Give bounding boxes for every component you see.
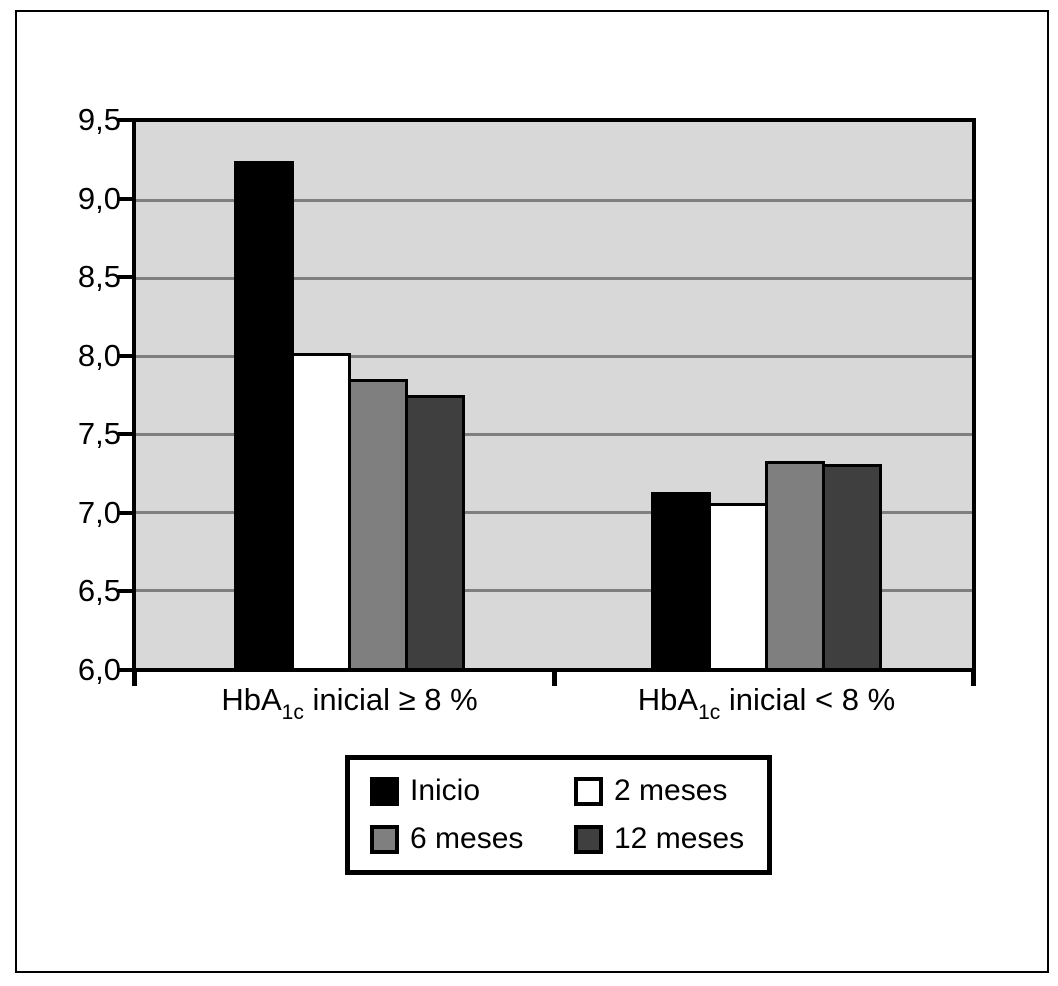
bar-inicio-group2	[651, 491, 711, 668]
y-tick-label: 6,5	[77, 573, 121, 609]
legend-item-inicio: Inicio	[370, 774, 574, 808]
y-tick-label: 8,5	[77, 259, 121, 295]
x-tick-mark-0	[132, 672, 137, 686]
gridline-8,5	[136, 276, 972, 280]
bar-6-meses-group1	[348, 379, 408, 668]
x-label-subscript: 1c	[698, 701, 721, 724]
y-tick-mark	[118, 589, 136, 594]
legend-item-2-meses: 2 meses	[574, 774, 767, 808]
y-tick-label: 7,0	[77, 494, 121, 530]
legend-label: 2 meses	[614, 774, 728, 807]
legend: Inicio 2 meses 6 meses 12 meses	[345, 755, 772, 875]
x-label-subscript: 1c	[281, 701, 304, 724]
legend-swatch-icon	[574, 776, 603, 806]
gridline-8,0	[136, 354, 972, 358]
bar-group-1	[234, 161, 465, 668]
y-tick-mark	[118, 353, 136, 358]
y-tick-label: 9,0	[77, 180, 121, 216]
y-tick-mark	[118, 118, 136, 122]
bar-2-meses-group2	[708, 502, 768, 668]
x-label-base: HbA	[637, 682, 699, 717]
gridline-6,5	[136, 588, 972, 592]
x-category-label-2: HbA1c inicial < 8 %	[537, 682, 997, 725]
y-tick-mark	[118, 196, 136, 201]
x-label-rest: inicial ≥ 8 %	[303, 682, 478, 717]
plot-area	[132, 118, 976, 672]
gridline-7,0	[136, 510, 972, 514]
x-label-base: HbA	[221, 682, 282, 717]
legend-label: 12 meses	[614, 822, 745, 855]
y-tick-mark	[118, 275, 136, 280]
legend-swatch-icon	[370, 824, 399, 854]
bar-12-meses-group1	[405, 395, 465, 668]
y-tick-label: 8,0	[77, 337, 121, 373]
bar-group-2	[651, 460, 882, 668]
legend-label: 6 meses	[410, 822, 524, 855]
gridline-7,5	[136, 432, 972, 436]
x-tick-mark-2	[971, 672, 976, 686]
legend-item-12-meses: 12 meses	[574, 822, 767, 856]
bar-2-meses-group1	[291, 352, 351, 668]
gridline-9,0	[136, 198, 972, 202]
y-tick-label: 6,0	[77, 652, 121, 687]
y-tick-mark	[118, 668, 136, 672]
legend-label: Inicio	[410, 774, 481, 807]
bar-6-meses-group2	[765, 460, 825, 668]
bar-12-meses-group2	[822, 463, 882, 668]
y-tick-label: 9,5	[77, 102, 121, 137]
bar-inicio-group1	[234, 161, 294, 668]
legend-swatch-icon	[574, 824, 603, 854]
x-category-label-1: HbA1c inicial ≥ 8 %	[120, 682, 580, 725]
x-tick-mark-1	[552, 672, 557, 686]
legend-swatch-icon	[370, 776, 399, 806]
legend-item-6-meses: 6 meses	[370, 822, 574, 856]
y-tick-label: 7,5	[77, 416, 121, 452]
x-label-rest: inicial < 8 %	[720, 682, 896, 717]
figure-frame: 9,5 9,0 8,5 8,0 7,5 7,0 6,5 6,0 HbA1c inicial ≥…	[15, 10, 1049, 973]
y-tick-mark	[118, 432, 136, 437]
y-tick-mark	[118, 510, 136, 515]
